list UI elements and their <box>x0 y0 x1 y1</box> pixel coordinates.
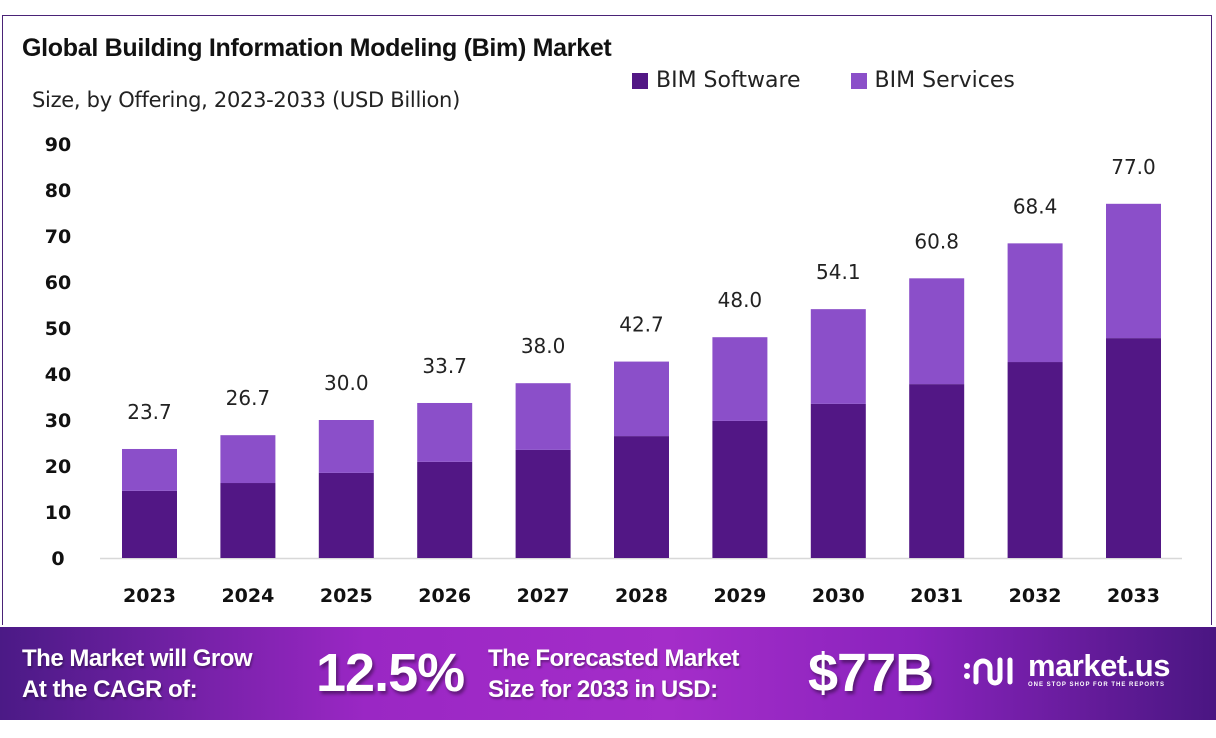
x-tick-label: 2023 <box>123 585 176 607</box>
bar-software-2030 <box>810 403 866 558</box>
total-label: 60.8 <box>914 229 959 253</box>
chart-subtitle: Size, by Offering, 2023-2033 (USD Billio… <box>32 88 460 112</box>
total-label: 26.7 <box>226 386 271 410</box>
y-tick-label: 50 <box>45 318 71 340</box>
total-label: 68.4 <box>1013 194 1058 218</box>
y-tick-label: 60 <box>45 272 71 294</box>
bar-services-2030 <box>810 309 866 404</box>
bar-services-2027 <box>515 383 571 450</box>
chart-title: Global Building Information Modeling (Bi… <box>22 34 612 62</box>
x-tick-label: 2027 <box>517 585 570 607</box>
bar-services-2028 <box>614 361 669 437</box>
bar-services-2031 <box>909 278 965 385</box>
y-tick-label: 70 <box>45 226 71 248</box>
x-tick-label: 2032 <box>1009 585 1062 607</box>
y-tick-label: 20 <box>45 456 71 478</box>
x-tick-label: 2024 <box>221 585 274 607</box>
y-tick-label: 30 <box>45 410 71 432</box>
x-tick-label: 2033 <box>1107 585 1160 607</box>
bar-software-2029 <box>712 420 768 558</box>
forecast-label: The Forecasted Market Size for 2033 in U… <box>488 643 739 705</box>
bar-services-2026 <box>417 402 473 462</box>
legend-swatch-software <box>632 73 648 89</box>
bar-software-2023 <box>122 490 177 558</box>
total-label: 38.0 <box>521 334 566 358</box>
bar-software-2028 <box>614 436 669 558</box>
x-tick-label: 2025 <box>320 585 373 607</box>
chart-card <box>2 15 1212 625</box>
total-label: 33.7 <box>422 354 467 378</box>
bar-services-2024 <box>220 435 276 484</box>
logo-icon <box>964 657 1013 686</box>
bar-chart: 010203040506070809023.7202326.7202430.02… <box>45 134 1182 607</box>
bar-services-2023 <box>122 448 177 491</box>
y-tick-label: 40 <box>45 364 71 386</box>
forecast-label-line2: Size for 2033 in USD: <box>488 676 718 703</box>
total-label: 48.0 <box>718 288 763 312</box>
total-label: 30.0 <box>324 371 369 395</box>
y-tick-label: 10 <box>45 502 71 524</box>
total-label: 54.1 <box>816 260 861 284</box>
cagr-value: 12.5% <box>316 643 465 703</box>
total-label: 42.7 <box>619 313 664 337</box>
bar-services-2033 <box>1106 203 1161 339</box>
bar-software-2024 <box>220 483 276 558</box>
x-tick-label: 2028 <box>615 585 668 607</box>
x-tick-label: 2029 <box>713 585 766 607</box>
legend-label-services: BIM Services <box>874 68 1015 93</box>
forecast-label-line1: The Forecasted Market <box>488 645 739 672</box>
bar-software-2025 <box>318 472 374 558</box>
forecast-value: $77B <box>808 643 934 703</box>
bar-services-2032 <box>1007 243 1063 363</box>
total-label: 77.0 <box>1111 155 1156 179</box>
legend-item-software: BIM Software <box>632 68 801 94</box>
bar-software-2026 <box>417 461 473 558</box>
logo-tagline: ONE STOP SHOP FOR THE REPORTS <box>1028 682 1166 688</box>
cagr-label-line1: The Market will Grow <box>22 645 253 672</box>
bar-software-2033 <box>1106 338 1161 558</box>
bar-software-2027 <box>515 449 571 558</box>
bar-services-2025 <box>318 420 374 473</box>
logo-name: market.us <box>1028 648 1170 683</box>
y-tick-label: 90 <box>45 134 71 156</box>
market-us-logo: market.us ONE STOP SHOP FOR THE REPORTS <box>962 648 1170 689</box>
x-tick-label: 2030 <box>812 585 865 607</box>
bar-software-2032 <box>1007 362 1063 558</box>
legend-label-software: BIM Software <box>656 68 801 93</box>
cagr-label: The Market will Grow At the CAGR of: <box>22 643 253 705</box>
legend: BIM Software BIM Services <box>632 68 1015 94</box>
y-tick-label: 0 <box>51 548 64 570</box>
legend-swatch-services <box>850 73 867 89</box>
bar-services-2029 <box>712 337 768 421</box>
x-tick-label: 2026 <box>418 585 471 607</box>
cagr-label-line2: At the CAGR of: <box>22 676 198 703</box>
y-tick-label: 80 <box>45 180 71 202</box>
summary-banner: The Market will Grow At the CAGR of: 12.… <box>0 627 1216 720</box>
total-label: 23.7 <box>127 400 172 424</box>
bar-software-2031 <box>909 384 965 558</box>
legend-item-services: BIM Services <box>850 68 1015 94</box>
x-tick-label: 2031 <box>910 585 963 607</box>
